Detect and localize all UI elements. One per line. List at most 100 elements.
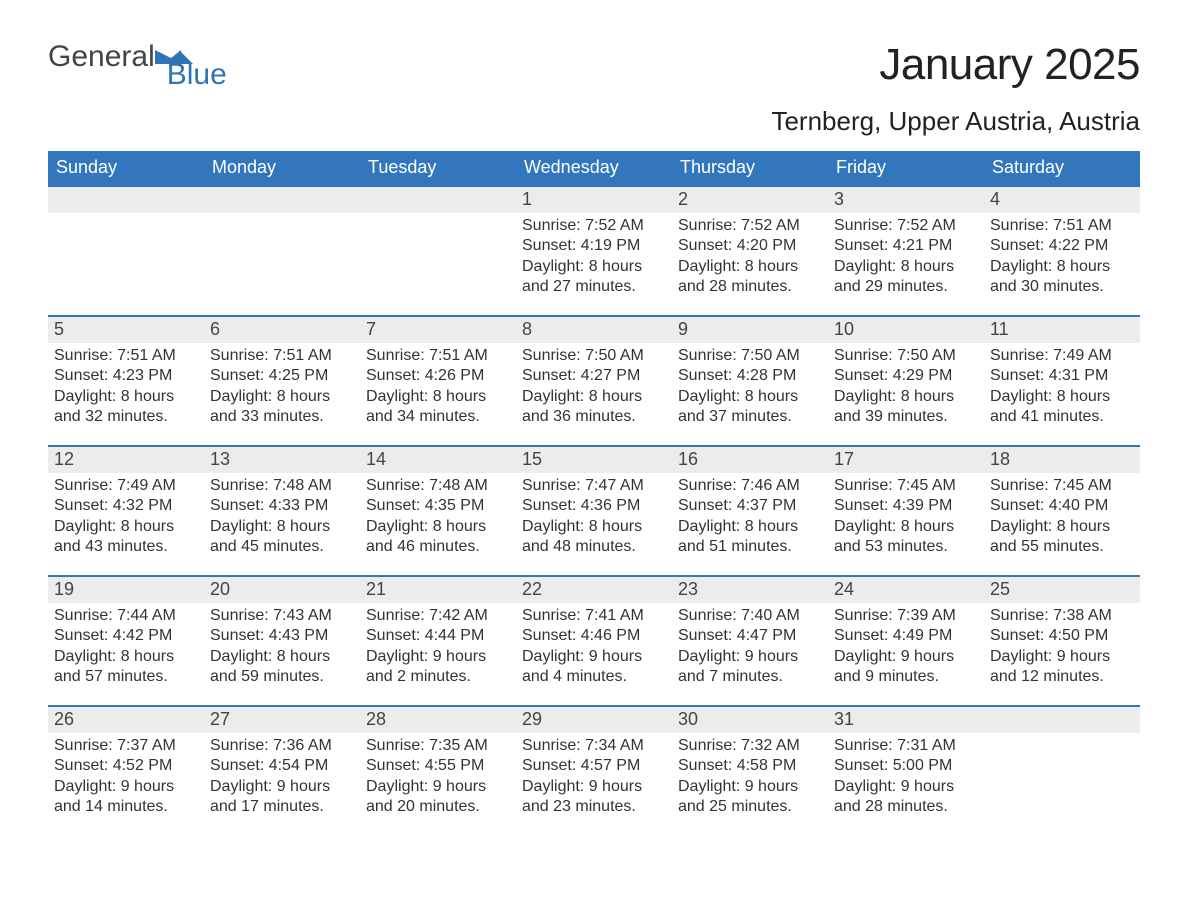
day-daylight1: Daylight: 9 hours bbox=[834, 777, 978, 797]
day-sunset: Sunset: 4:58 PM bbox=[678, 756, 822, 776]
header: General Blue January 2025 Ternberg, Uppe… bbox=[48, 40, 1140, 137]
logo: General Blue bbox=[48, 40, 261, 74]
day-sunset: Sunset: 4:35 PM bbox=[366, 496, 510, 516]
week-row: 26Sunrise: 7:37 AMSunset: 4:52 PMDayligh… bbox=[48, 705, 1140, 835]
day-number bbox=[984, 707, 1140, 733]
day-body: Sunrise: 7:52 AMSunset: 4:21 PMDaylight:… bbox=[828, 213, 984, 304]
day-body: Sunrise: 7:49 AMSunset: 4:31 PMDaylight:… bbox=[984, 343, 1140, 434]
day-daylight2: and 53 minutes. bbox=[834, 537, 978, 557]
day-daylight1: Daylight: 9 hours bbox=[678, 647, 822, 667]
day-sunrise: Sunrise: 7:36 AM bbox=[210, 736, 354, 756]
day-daylight2: and 28 minutes. bbox=[834, 797, 978, 817]
day-daylight2: and 2 minutes. bbox=[366, 667, 510, 687]
day-body: Sunrise: 7:51 AMSunset: 4:22 PMDaylight:… bbox=[984, 213, 1140, 304]
day-daylight2: and 43 minutes. bbox=[54, 537, 198, 557]
day-cell bbox=[48, 187, 204, 315]
day-sunset: Sunset: 4:39 PM bbox=[834, 496, 978, 516]
day-daylight2: and 28 minutes. bbox=[678, 277, 822, 297]
dow-cell: Thursday bbox=[672, 151, 828, 185]
day-sunrise: Sunrise: 7:51 AM bbox=[54, 346, 198, 366]
day-number: 25 bbox=[984, 577, 1140, 603]
day-number: 30 bbox=[672, 707, 828, 733]
day-daylight1: Daylight: 9 hours bbox=[678, 777, 822, 797]
day-sunrise: Sunrise: 7:52 AM bbox=[834, 216, 978, 236]
day-daylight2: and 25 minutes. bbox=[678, 797, 822, 817]
day-cell: 18Sunrise: 7:45 AMSunset: 4:40 PMDayligh… bbox=[984, 447, 1140, 575]
day-daylight1: Daylight: 8 hours bbox=[678, 257, 822, 277]
day-daylight1: Daylight: 8 hours bbox=[834, 257, 978, 277]
day-body: Sunrise: 7:48 AMSunset: 4:35 PMDaylight:… bbox=[360, 473, 516, 564]
day-sunrise: Sunrise: 7:49 AM bbox=[990, 346, 1134, 366]
week-row: 19Sunrise: 7:44 AMSunset: 4:42 PMDayligh… bbox=[48, 575, 1140, 705]
day-cell: 6Sunrise: 7:51 AMSunset: 4:25 PMDaylight… bbox=[204, 317, 360, 445]
day-cell: 17Sunrise: 7:45 AMSunset: 4:39 PMDayligh… bbox=[828, 447, 984, 575]
day-number: 5 bbox=[48, 317, 204, 343]
day-body: Sunrise: 7:49 AMSunset: 4:32 PMDaylight:… bbox=[48, 473, 204, 564]
day-daylight2: and 39 minutes. bbox=[834, 407, 978, 427]
day-body: Sunrise: 7:48 AMSunset: 4:33 PMDaylight:… bbox=[204, 473, 360, 564]
day-cell: 23Sunrise: 7:40 AMSunset: 4:47 PMDayligh… bbox=[672, 577, 828, 705]
day-cell: 15Sunrise: 7:47 AMSunset: 4:36 PMDayligh… bbox=[516, 447, 672, 575]
day-sunset: Sunset: 4:28 PM bbox=[678, 366, 822, 386]
day-body: Sunrise: 7:41 AMSunset: 4:46 PMDaylight:… bbox=[516, 603, 672, 694]
day-daylight2: and 12 minutes. bbox=[990, 667, 1134, 687]
day-daylight1: Daylight: 8 hours bbox=[678, 517, 822, 537]
day-number: 23 bbox=[672, 577, 828, 603]
day-body: Sunrise: 7:51 AMSunset: 4:23 PMDaylight:… bbox=[48, 343, 204, 434]
day-sunset: Sunset: 4:19 PM bbox=[522, 236, 666, 256]
day-daylight2: and 32 minutes. bbox=[54, 407, 198, 427]
day-cell: 7Sunrise: 7:51 AMSunset: 4:26 PMDaylight… bbox=[360, 317, 516, 445]
day-sunset: Sunset: 5:00 PM bbox=[834, 756, 978, 776]
day-sunrise: Sunrise: 7:44 AM bbox=[54, 606, 198, 626]
day-number: 16 bbox=[672, 447, 828, 473]
day-body: Sunrise: 7:32 AMSunset: 4:58 PMDaylight:… bbox=[672, 733, 828, 824]
day-sunrise: Sunrise: 7:49 AM bbox=[54, 476, 198, 496]
day-cell bbox=[204, 187, 360, 315]
day-sunrise: Sunrise: 7:52 AM bbox=[522, 216, 666, 236]
day-number: 22 bbox=[516, 577, 672, 603]
day-body: Sunrise: 7:51 AMSunset: 4:25 PMDaylight:… bbox=[204, 343, 360, 434]
day-sunrise: Sunrise: 7:50 AM bbox=[678, 346, 822, 366]
day-daylight2: and 17 minutes. bbox=[210, 797, 354, 817]
day-sunrise: Sunrise: 7:45 AM bbox=[990, 476, 1134, 496]
day-sunrise: Sunrise: 7:31 AM bbox=[834, 736, 978, 756]
day-daylight2: and 57 minutes. bbox=[54, 667, 198, 687]
day-sunrise: Sunrise: 7:51 AM bbox=[990, 216, 1134, 236]
day-body: Sunrise: 7:44 AMSunset: 4:42 PMDaylight:… bbox=[48, 603, 204, 694]
day-body: Sunrise: 7:52 AMSunset: 4:19 PMDaylight:… bbox=[516, 213, 672, 304]
dow-cell: Saturday bbox=[984, 151, 1140, 185]
day-sunset: Sunset: 4:33 PM bbox=[210, 496, 354, 516]
location: Ternberg, Upper Austria, Austria bbox=[771, 106, 1140, 137]
title-block: January 2025 Ternberg, Upper Austria, Au… bbox=[771, 40, 1140, 137]
day-daylight1: Daylight: 8 hours bbox=[990, 517, 1134, 537]
day-cell: 16Sunrise: 7:46 AMSunset: 4:37 PMDayligh… bbox=[672, 447, 828, 575]
day-body: Sunrise: 7:43 AMSunset: 4:43 PMDaylight:… bbox=[204, 603, 360, 694]
day-daylight1: Daylight: 8 hours bbox=[210, 517, 354, 537]
day-cell: 13Sunrise: 7:48 AMSunset: 4:33 PMDayligh… bbox=[204, 447, 360, 575]
day-daylight1: Daylight: 9 hours bbox=[522, 647, 666, 667]
day-number: 20 bbox=[204, 577, 360, 603]
day-daylight2: and 48 minutes. bbox=[522, 537, 666, 557]
day-daylight2: and 9 minutes. bbox=[834, 667, 978, 687]
day-number: 4 bbox=[984, 187, 1140, 213]
day-sunset: Sunset: 4:50 PM bbox=[990, 626, 1134, 646]
day-daylight1: Daylight: 9 hours bbox=[834, 647, 978, 667]
day-cell bbox=[984, 707, 1140, 835]
day-daylight2: and 45 minutes. bbox=[210, 537, 354, 557]
day-sunset: Sunset: 4:26 PM bbox=[366, 366, 510, 386]
day-cell: 5Sunrise: 7:51 AMSunset: 4:23 PMDaylight… bbox=[48, 317, 204, 445]
day-daylight1: Daylight: 8 hours bbox=[54, 387, 198, 407]
dow-cell: Wednesday bbox=[516, 151, 672, 185]
day-daylight2: and 59 minutes. bbox=[210, 667, 354, 687]
day-daylight2: and 34 minutes. bbox=[366, 407, 510, 427]
day-cell: 28Sunrise: 7:35 AMSunset: 4:55 PMDayligh… bbox=[360, 707, 516, 835]
day-daylight1: Daylight: 8 hours bbox=[990, 257, 1134, 277]
day-sunset: Sunset: 4:32 PM bbox=[54, 496, 198, 516]
day-daylight2: and 33 minutes. bbox=[210, 407, 354, 427]
day-number: 31 bbox=[828, 707, 984, 733]
day-sunset: Sunset: 4:21 PM bbox=[834, 236, 978, 256]
day-number: 13 bbox=[204, 447, 360, 473]
day-body: Sunrise: 7:36 AMSunset: 4:54 PMDaylight:… bbox=[204, 733, 360, 824]
day-body: Sunrise: 7:50 AMSunset: 4:28 PMDaylight:… bbox=[672, 343, 828, 434]
day-number: 6 bbox=[204, 317, 360, 343]
